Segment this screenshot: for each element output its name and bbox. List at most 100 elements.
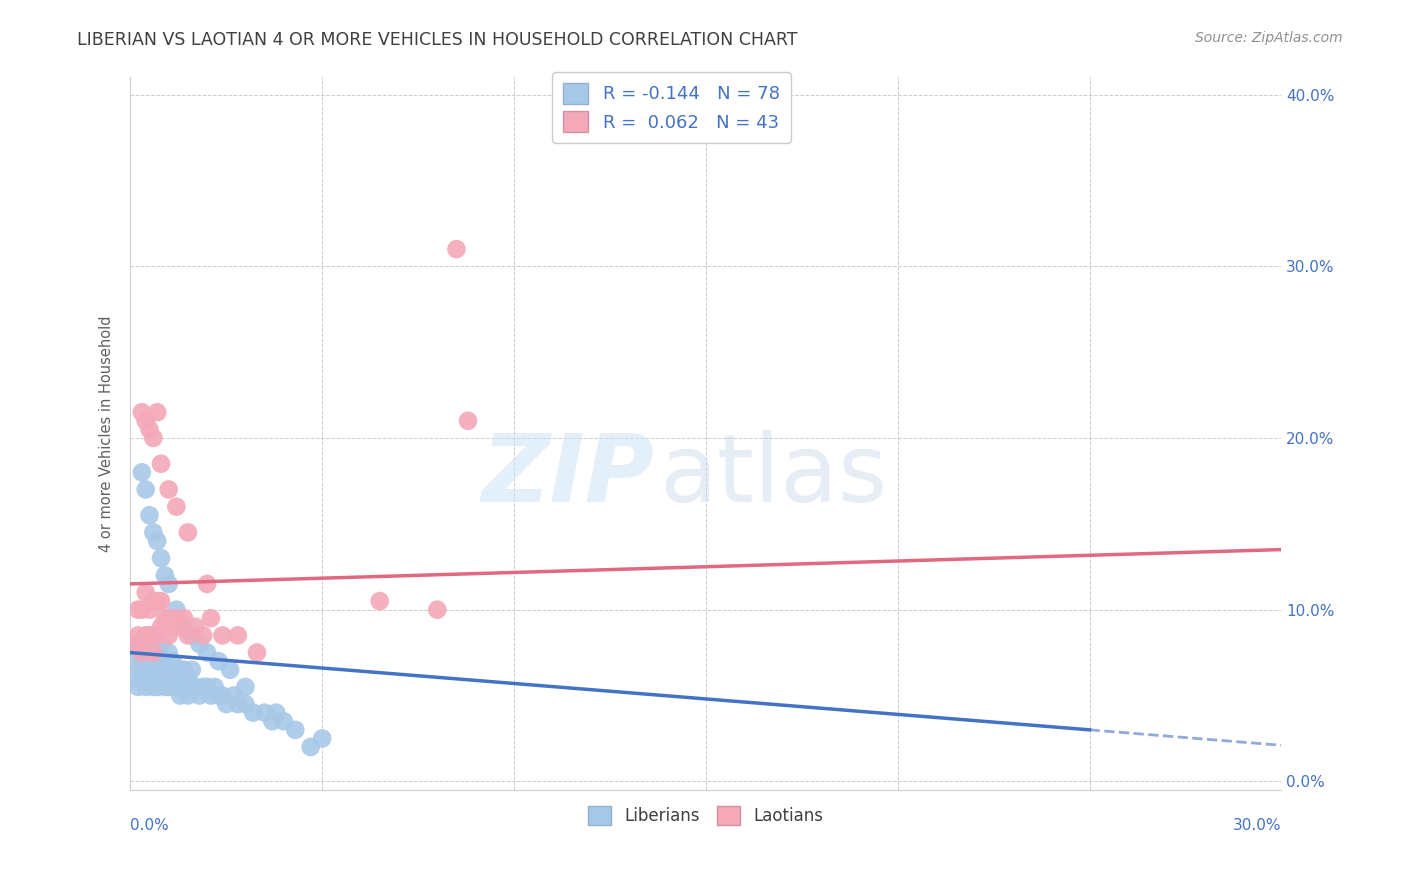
Point (142, 594, 165, 608)
Point (299, 739, 322, 754)
Point (157, 628, 180, 642)
Point (219, 663, 242, 677)
Point (150, 654, 173, 668)
Point (165, 663, 187, 677)
Point (177, 671, 200, 685)
Text: atlas: atlas (659, 431, 889, 523)
Point (173, 620, 195, 634)
Point (150, 551, 173, 566)
Point (135, 483, 157, 497)
Point (153, 611, 176, 625)
Point (207, 689, 229, 703)
Point (142, 431, 165, 445)
Point (211, 689, 233, 703)
Point (153, 654, 176, 668)
Point (215, 697, 238, 711)
Point (146, 628, 169, 642)
Point (188, 689, 211, 703)
Point (173, 611, 195, 625)
Text: 0.0%: 0.0% (131, 819, 169, 833)
Point (169, 663, 191, 677)
Point (150, 457, 173, 471)
Point (157, 483, 180, 497)
Point (180, 663, 202, 677)
Point (138, 628, 160, 642)
Point (127, 680, 149, 694)
Point (146, 533, 169, 548)
Point (204, 680, 226, 694)
Point (165, 500, 187, 514)
Point (138, 663, 160, 677)
Point (195, 577, 218, 591)
Point (195, 646, 218, 660)
Point (138, 422, 160, 436)
Point (311, 731, 333, 746)
Point (235, 680, 257, 694)
Point (146, 680, 169, 694)
Point (177, 689, 200, 703)
Point (165, 611, 187, 625)
Point (131, 405, 153, 419)
Point (142, 680, 165, 694)
Point (165, 602, 187, 616)
Point (150, 637, 173, 651)
Point (262, 714, 284, 729)
Point (135, 680, 157, 694)
Point (150, 594, 173, 608)
Point (122, 671, 145, 685)
Y-axis label: 4 or more Vehicles in Household: 4 or more Vehicles in Household (100, 316, 114, 552)
Point (150, 671, 173, 685)
Point (180, 628, 202, 642)
Text: LIBERIAN VS LAOTIAN 4 OR MORE VEHICLES IN HOUSEHOLD CORRELATION CHART: LIBERIAN VS LAOTIAN 4 OR MORE VEHICLES I… (77, 31, 797, 49)
Point (284, 723, 307, 737)
Point (131, 671, 153, 685)
Point (135, 628, 157, 642)
Point (153, 680, 176, 694)
Point (138, 671, 160, 685)
Point (200, 689, 222, 703)
Point (131, 654, 153, 668)
Point (157, 663, 180, 677)
Point (131, 637, 153, 651)
Point (157, 680, 180, 694)
Point (138, 646, 160, 660)
Point (169, 689, 191, 703)
Point (165, 680, 187, 694)
Point (138, 602, 160, 616)
Point (184, 680, 207, 694)
Point (138, 508, 160, 523)
Point (135, 646, 157, 660)
Point (242, 706, 264, 720)
Point (135, 628, 157, 642)
Point (195, 680, 218, 694)
Point (368, 594, 391, 608)
Point (153, 568, 176, 582)
Point (177, 525, 200, 540)
Point (142, 663, 165, 677)
Point (142, 637, 165, 651)
Point (446, 242, 468, 256)
Point (142, 525, 165, 540)
Point (162, 620, 184, 634)
Point (177, 628, 200, 642)
Point (193, 628, 215, 642)
Text: Source: ZipAtlas.com: Source: ZipAtlas.com (1195, 31, 1343, 45)
Point (150, 620, 173, 634)
Point (188, 637, 211, 651)
Point (169, 620, 191, 634)
Point (184, 620, 207, 634)
Point (131, 646, 153, 660)
Point (142, 654, 165, 668)
Point (457, 414, 479, 428)
Point (264, 706, 287, 720)
Point (146, 594, 169, 608)
Point (127, 637, 149, 651)
Point (207, 654, 229, 668)
Point (226, 628, 249, 642)
Point (200, 611, 222, 625)
Point (135, 585, 157, 599)
Point (180, 680, 202, 694)
Point (273, 714, 295, 729)
Point (193, 680, 215, 694)
Point (146, 646, 169, 660)
